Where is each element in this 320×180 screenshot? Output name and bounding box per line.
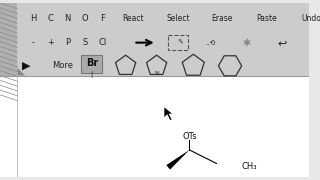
Text: F: F — [100, 14, 105, 23]
Text: Cl: Cl — [98, 38, 107, 47]
Bar — [0, 3, 309, 75]
Text: ✱: ✱ — [243, 38, 251, 48]
Text: Paste: Paste — [256, 14, 277, 23]
Text: ..⟲: ..⟲ — [205, 40, 216, 46]
Text: P: P — [65, 38, 70, 47]
Text: S: S — [83, 38, 88, 47]
Polygon shape — [17, 68, 25, 75]
Bar — [0, 3, 17, 75]
Text: ↩: ↩ — [277, 38, 287, 48]
Text: Erase: Erase — [212, 14, 233, 23]
Bar — [0, 75, 309, 177]
Text: -: - — [31, 38, 34, 47]
Text: Br: Br — [86, 58, 98, 68]
Text: ▶: ▶ — [22, 61, 30, 71]
Text: Undo: Undo — [301, 14, 320, 23]
FancyBboxPatch shape — [81, 55, 102, 73]
Text: ✎: ✎ — [178, 39, 184, 45]
Text: React: React — [123, 14, 144, 23]
Text: +: + — [47, 38, 54, 47]
Text: C: C — [47, 14, 53, 23]
Text: H: H — [30, 14, 36, 23]
Polygon shape — [166, 150, 189, 170]
Text: CH₃: CH₃ — [242, 162, 257, 171]
Text: OTs: OTs — [182, 132, 197, 141]
Text: More: More — [52, 61, 73, 70]
Text: N: N — [154, 71, 159, 76]
Polygon shape — [164, 107, 172, 120]
Text: N: N — [64, 14, 71, 23]
Text: O: O — [82, 14, 88, 23]
Text: Select: Select — [166, 14, 190, 23]
Text: I: I — [91, 71, 93, 80]
